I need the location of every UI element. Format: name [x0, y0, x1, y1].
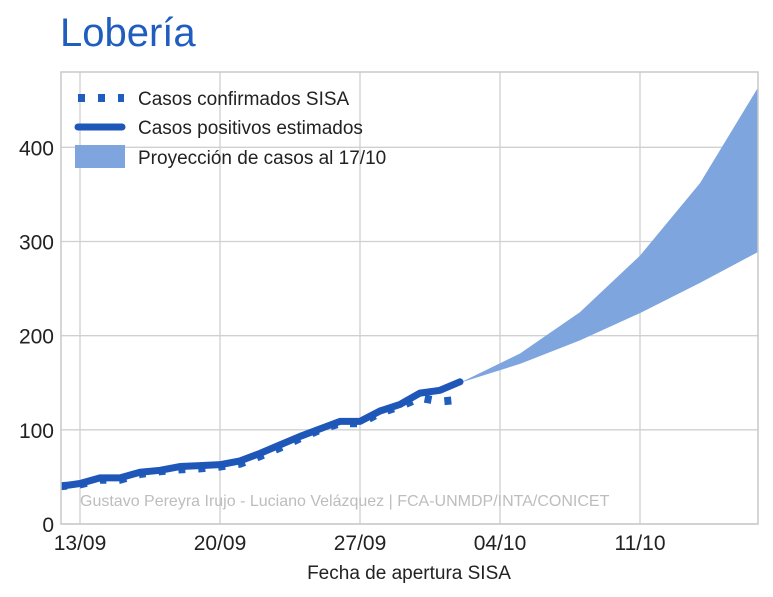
- y-tick-label: 0: [42, 514, 54, 537]
- projection-band: [460, 87, 758, 383]
- x-tick-label: 11/10: [615, 532, 666, 555]
- y-tick-label: 200: [19, 326, 54, 349]
- legend-label: Casos positivos estimados: [138, 118, 363, 139]
- y-tick-label: 300: [19, 232, 54, 255]
- x-axis-label: Fecha de apertura SISA: [307, 563, 511, 584]
- x-tick-label: 20/09: [194, 532, 247, 555]
- legend-swatch-projection: [75, 145, 125, 168]
- series-estimated-line: [61, 378, 464, 490]
- chart-title: Lobería: [60, 11, 196, 55]
- projection-area: [460, 87, 758, 383]
- series-confirmed-line: [61, 393, 461, 491]
- x-tick-label: 04/10: [474, 532, 527, 555]
- x-tick-label: 27/09: [334, 532, 387, 555]
- credit-text: Gustavo Pereyra Irujo - Luciano Velázque…: [80, 493, 610, 510]
- legend-label: Casos confirmados SISA: [138, 89, 350, 110]
- series-lines: [61, 378, 464, 491]
- legend-label: Proyección de casos al 17/10: [138, 148, 386, 169]
- plot-frame: [60, 71, 759, 525]
- y-axis-ticks: 0 100 200 300 400: [19, 137, 54, 537]
- y-tick-label: 400: [19, 137, 54, 160]
- y-tick-label: 100: [19, 420, 54, 443]
- x-axis-ticks: 13/09 20/09 27/09 04/10 11/10: [54, 532, 666, 555]
- legend: Casos confirmados SISA Casos positivos es…: [74, 89, 386, 169]
- x-tick-label: 13/09: [54, 532, 107, 555]
